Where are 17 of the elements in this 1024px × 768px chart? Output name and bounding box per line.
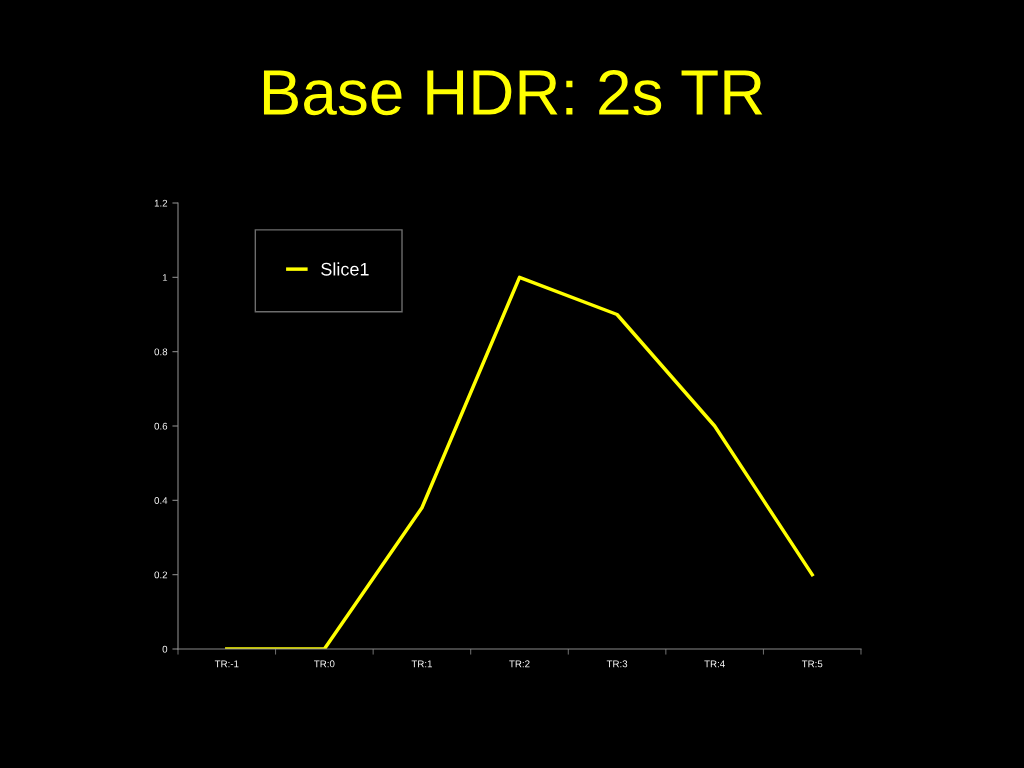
chart-title: Base HDR: 2s TR (263, 69, 763, 116)
y-tick-label: 1.2 (154, 199, 168, 207)
line-series (225, 275, 814, 649)
x-tick-label: TR:-1 (214, 660, 239, 668)
y-tick-label: 0.2 (154, 571, 168, 579)
y-tick-label: 0 (162, 645, 168, 653)
y-tick-label: 1 (162, 274, 168, 281)
x-tick-label: TR:3 (606, 660, 628, 668)
x-tick-label: TR:4 (704, 660, 725, 668)
x-tick-label: TR:1 (411, 660, 432, 668)
y-tick-label: 0.6 (154, 422, 168, 430)
x-tick-label: TR:5 (801, 660, 823, 668)
legend-label: Slice1 (321, 262, 369, 276)
x-tick-label: TR:0 (314, 660, 335, 668)
y-tick-label: 0.4 (154, 497, 168, 504)
x-tick-label: TR:2 (509, 660, 530, 668)
y-tick-label: 0.8 (154, 348, 168, 356)
